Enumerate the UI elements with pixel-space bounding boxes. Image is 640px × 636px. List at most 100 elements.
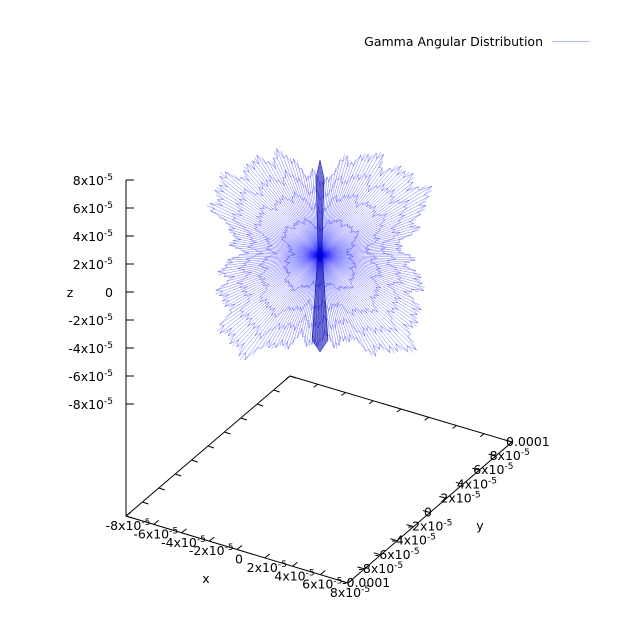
mesh-ray (209, 203, 321, 256)
mesh-ray (319, 254, 391, 353)
y-tick-label: -6x10-5 (375, 547, 420, 562)
mesh-ray (319, 159, 356, 256)
y-tick-mark (439, 495, 447, 499)
mesh-ray (319, 254, 421, 281)
x-axis-label: x (202, 571, 209, 586)
mesh-ray (319, 254, 402, 351)
mesh-ray (319, 165, 397, 256)
mesh-ray (319, 219, 416, 256)
mesh-ray (252, 160, 321, 256)
mesh-ray (319, 229, 420, 256)
back-left-tick-mark (142, 501, 149, 505)
back-right-tick-mark (452, 425, 457, 429)
mesh-ray (319, 155, 348, 256)
mesh-ray (319, 254, 410, 268)
mesh-ray (319, 160, 350, 256)
z-tick-label: -4x10-5 (68, 341, 113, 356)
mesh-ray (236, 254, 321, 348)
back-right-tick-mark (341, 392, 346, 396)
mesh-ray (319, 254, 425, 288)
mesh-ray (319, 254, 373, 357)
mesh-ray (319, 254, 422, 310)
mesh-ray (284, 254, 321, 349)
mesh-ray (319, 254, 425, 291)
y-axis-label: y (476, 518, 484, 533)
x-tick-mark (153, 519, 160, 525)
mesh-ray (319, 182, 414, 256)
mesh-ray (319, 205, 426, 256)
mesh-vertical-lobe (311, 159, 329, 353)
back-left-tick-mark (175, 473, 182, 477)
mesh-ray (319, 254, 380, 350)
mesh-ray (220, 254, 321, 269)
mesh-ray (319, 254, 352, 340)
mesh-ray (319, 209, 425, 256)
mesh-ray (319, 226, 421, 256)
y-tick-label: 0.0001 (506, 434, 550, 449)
mesh-ray (319, 243, 402, 256)
mesh-ray (319, 254, 414, 353)
z-tick-label: -2x10-5 (68, 313, 113, 328)
mesh-ray (274, 151, 321, 256)
mesh-ray (319, 201, 427, 256)
mesh-ray (319, 254, 411, 335)
z-axis-label: z (67, 285, 74, 300)
mesh-ray (319, 248, 402, 256)
mesh-ray (319, 172, 414, 256)
mesh-ray (319, 254, 395, 354)
mesh-ray (319, 154, 384, 256)
mesh-ray (243, 252, 321, 256)
back-left-tick-mark (240, 417, 247, 421)
mesh-ray (232, 235, 321, 256)
mesh-ray (319, 254, 414, 300)
mesh-ray (319, 241, 401, 256)
mesh-ray (319, 234, 413, 256)
y-tick-label: 8x10-5 (490, 448, 530, 463)
mesh-ray (217, 199, 321, 256)
series-gamma-angular-distribution (206, 147, 433, 361)
mesh-ray (319, 176, 415, 256)
z-tick-label: 4x10-5 (73, 229, 113, 244)
mesh-ray (217, 254, 321, 273)
x-tick-label: -6x10-5 (133, 526, 178, 541)
mesh-ray (319, 186, 414, 256)
mesh-ray (319, 254, 344, 342)
mesh-ray (225, 254, 321, 317)
mesh-ray (219, 184, 321, 256)
x-tick-mark (236, 545, 243, 550)
mesh-ray (244, 254, 321, 361)
mesh-ray (225, 171, 321, 256)
mesh-ring (231, 169, 411, 340)
mesh-ray (227, 254, 321, 336)
y-tick-label: 2x10-5 (440, 490, 480, 505)
back-right-tick-mark (424, 416, 430, 421)
mesh-ray (319, 153, 366, 256)
mesh-ray (289, 157, 321, 256)
mesh-ray (319, 254, 419, 324)
mesh-ray (226, 254, 321, 282)
x-tick-label: 6x10-5 (302, 577, 342, 592)
mesh-ray (319, 254, 419, 292)
y-tick-label: -8x10-5 (358, 561, 403, 576)
back-right-tick-mark (368, 400, 374, 405)
y-tick-mark (390, 538, 398, 542)
mesh-ray (319, 168, 403, 256)
mesh-ray (234, 247, 321, 256)
x-tick-label: 0 (235, 552, 243, 567)
mesh-ray (225, 222, 321, 256)
mesh-ray (229, 254, 321, 311)
mesh-ray (271, 254, 321, 350)
mesh-ray (319, 254, 410, 295)
mesh-ray (319, 254, 416, 258)
mesh-ray (224, 254, 321, 266)
mesh-ray (319, 254, 410, 330)
y-tick-label: 6x10-5 (473, 462, 513, 477)
mesh-ray (246, 163, 321, 256)
x-tick-mark (264, 553, 271, 559)
mesh-ray (319, 254, 408, 352)
mesh-ray (319, 171, 410, 256)
mesh-ray (319, 161, 384, 256)
mesh-ray (319, 254, 360, 344)
mesh-ray (319, 250, 401, 256)
